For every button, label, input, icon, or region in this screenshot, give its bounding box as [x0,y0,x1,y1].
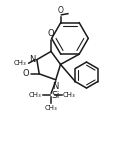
Text: CH₃: CH₃ [14,60,27,66]
Text: CH₃: CH₃ [63,92,76,98]
Text: CH₃: CH₃ [45,105,57,111]
Text: N: N [53,82,59,91]
Text: O: O [48,29,54,38]
Text: O: O [23,69,29,78]
Text: CH₃: CH₃ [29,92,42,98]
Text: O: O [58,6,64,15]
Text: Si: Si [52,91,60,100]
Text: N: N [29,55,35,64]
